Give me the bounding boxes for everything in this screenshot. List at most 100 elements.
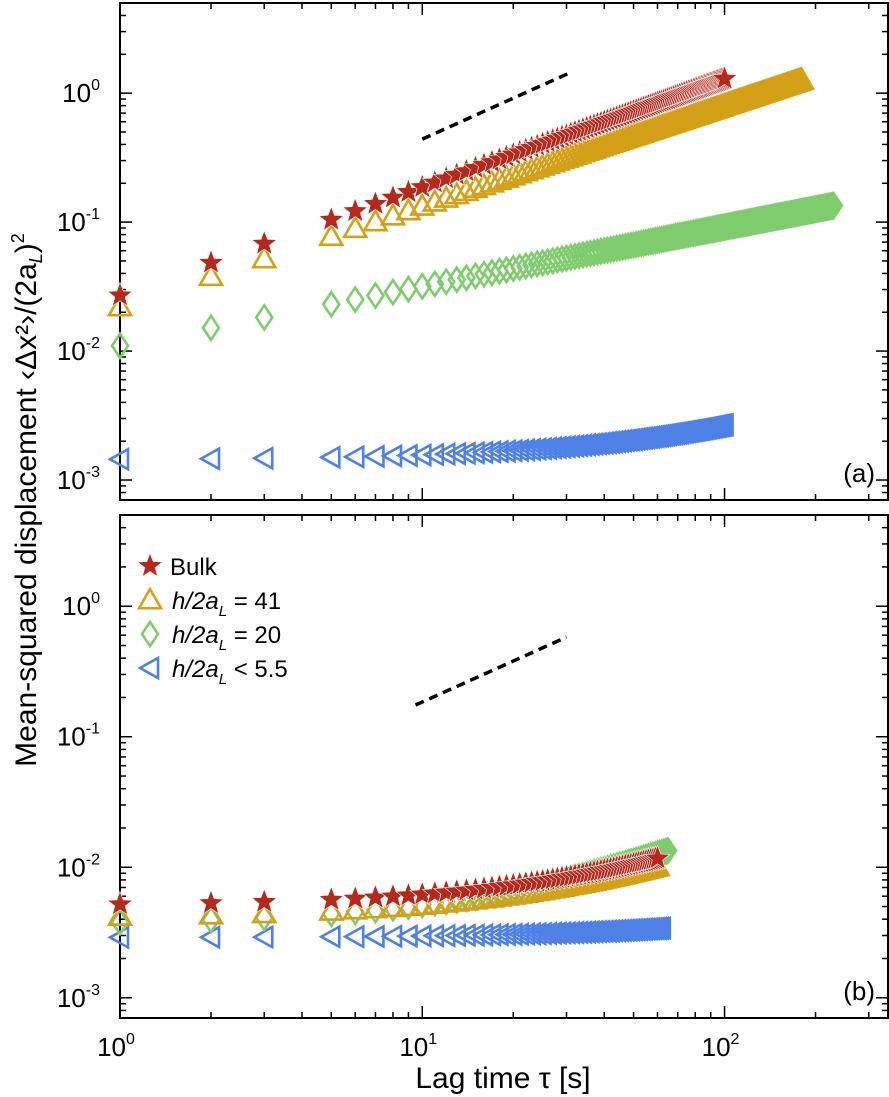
- data-point: [250, 900, 278, 924]
- data-point: [482, 258, 502, 288]
- y-tick-label: 10-1: [57, 206, 100, 237]
- guide-line: [414, 635, 568, 707]
- data-point: [197, 889, 225, 915]
- legend: Bulk h/2aL = 41h/2aL = 20h/2aL < 5.5: [136, 552, 288, 688]
- legend-item-h20: h/2aL = 20: [140, 619, 281, 654]
- data-point: [824, 191, 844, 220]
- data-point: [532, 248, 553, 278]
- data-point: [656, 836, 676, 866]
- y-tick-label: 10-3: [57, 982, 100, 1013]
- legend-marker: [136, 586, 164, 610]
- data-point: [106, 902, 134, 926]
- data-point: [251, 888, 278, 914]
- data-point: [443, 181, 470, 205]
- y-tick-label: 100: [62, 590, 100, 621]
- data-point: [538, 247, 558, 277]
- data-point: [318, 205, 345, 231]
- data-point: [658, 836, 678, 866]
- data-point: [197, 901, 225, 925]
- legend-label: h/2aL = 41: [172, 588, 281, 620]
- data-point: [479, 922, 502, 948]
- plot-frame: [119, 514, 889, 1019]
- legend-marker: [140, 619, 160, 649]
- data-point: [433, 441, 456, 467]
- data-point: [462, 174, 489, 199]
- data-point: [512, 158, 540, 182]
- x-tick-label: 101: [399, 1031, 437, 1062]
- data-point: [644, 844, 671, 870]
- data-point: [465, 261, 486, 291]
- data-point: [395, 923, 418, 949]
- y-tick-label: 10-2: [57, 851, 100, 882]
- data-point: [493, 438, 516, 464]
- data-point: [379, 894, 407, 918]
- data-point: [362, 883, 389, 909]
- data-point: [711, 412, 734, 437]
- series-h41: [106, 66, 815, 317]
- panel-a: 10-3 10-2 10-1 100 (a): [57, 2, 889, 501]
- y-tick-label: 10-2: [57, 335, 100, 366]
- legend-item-h41: h/2aL = 41: [136, 586, 281, 620]
- data-point: [254, 303, 274, 332]
- data-point: [409, 442, 432, 468]
- panel-label: (a): [843, 458, 875, 488]
- data-point: [106, 293, 134, 317]
- data-point: [456, 263, 477, 293]
- data-point: [342, 924, 365, 949]
- data-point: [106, 281, 134, 307]
- data-point: [711, 64, 738, 90]
- data-point: [341, 896, 369, 920]
- data-point: [788, 66, 815, 90]
- data-point: [251, 229, 278, 255]
- data-point: [383, 277, 403, 307]
- data-point: [110, 907, 130, 937]
- y-axis-label: Mean-squared displacement ‹Δx²›/(2aL)2: [8, 233, 46, 767]
- x-tick-label: 100: [97, 1031, 135, 1062]
- data-point: [447, 265, 467, 294]
- data-point: [201, 313, 221, 343]
- data-point: [432, 184, 460, 208]
- data-point: [365, 281, 386, 310]
- data-point: [453, 177, 480, 202]
- data-point: [318, 445, 341, 470]
- data-point: [197, 263, 225, 287]
- y-tick-label: 100: [62, 77, 100, 108]
- data-point: [379, 183, 407, 209]
- plot-frame: [119, 2, 889, 501]
- data-point: [345, 285, 365, 314]
- data-point: [342, 444, 365, 470]
- series-bulk: [106, 844, 671, 916]
- data-point: [106, 890, 134, 916]
- data-point: [362, 190, 389, 216]
- data-point: [341, 884, 369, 910]
- data-point: [198, 446, 221, 471]
- data-point: [518, 156, 545, 180]
- legend-label: Bulk: [170, 554, 218, 581]
- legend-marker: [136, 552, 164, 578]
- panel-label: (b): [843, 976, 875, 1006]
- data-point: [362, 895, 389, 919]
- data-point: [433, 923, 456, 948]
- data-point: [110, 331, 130, 361]
- data-point: [318, 885, 345, 911]
- data-point: [422, 923, 445, 949]
- series-bulk: [106, 64, 738, 307]
- x-axis-label: Lag time τ [s]: [415, 1062, 590, 1095]
- data-point: [318, 222, 345, 247]
- data-point: [341, 215, 369, 239]
- data-point: [474, 259, 494, 289]
- data-point: [197, 248, 225, 274]
- series-h55: [107, 915, 672, 950]
- data-point: [379, 202, 407, 226]
- data-point: [341, 197, 369, 223]
- legend-label: h/2aL = 20: [172, 622, 281, 654]
- data-point: [649, 915, 672, 941]
- y-tick-label: 10-1: [57, 721, 100, 752]
- series-h20: [110, 191, 844, 361]
- guide-line: [421, 70, 572, 141]
- data-point: [318, 924, 341, 949]
- legend-marker: [137, 655, 160, 681]
- panel-b: 10-3 10-2 10-1 100 100 101 102 (b) Bulk h/2aL = 4…: [57, 514, 889, 1062]
- y-tick-label: 10-3: [57, 464, 100, 495]
